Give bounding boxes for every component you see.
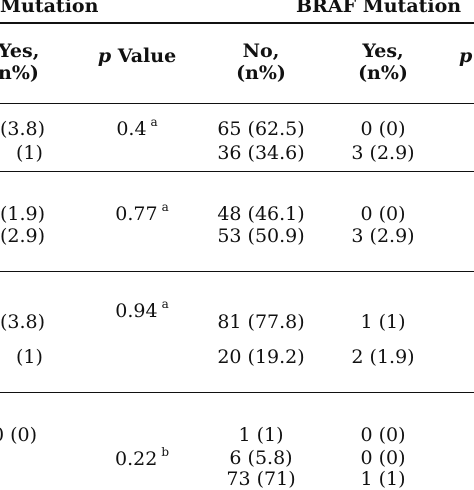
top-rule	[0, 22, 474, 24]
col-header-yes-2: Yes, (n%)	[358, 40, 408, 84]
g4-c3a: 1 (1)	[238, 424, 284, 446]
header-rule	[0, 103, 474, 104]
g3-p-sup: a	[161, 297, 169, 311]
g4-p-value: 0.22 b	[115, 446, 169, 470]
g1-p-value: 0.4 a	[116, 116, 157, 140]
col-header-no: No, (n%)	[236, 40, 286, 84]
g4-c4a: 0 (0)	[360, 424, 406, 446]
col-header-yes-2-line1: Yes,	[362, 40, 404, 62]
col-header-yes-1: Yes, n%)	[0, 40, 39, 84]
col-header-yes-1-line2: n%)	[0, 62, 39, 84]
g3-c1a: (3.8)	[0, 311, 46, 333]
g2-c1a: (1.9)	[0, 203, 46, 225]
g4-c3b: 6 (5.8)	[229, 447, 293, 469]
col-header-yes-2-line2: (n%)	[358, 62, 408, 84]
g3-p: 0.94	[115, 300, 158, 322]
col-header-p-value: p Value	[98, 47, 176, 66]
g2-c1b: (2.9)	[0, 225, 46, 247]
col-header-yes-1-line1: Yes,	[0, 40, 40, 62]
g3-c4a: 1 (1)	[360, 311, 406, 333]
g1-c1a: (3.8)	[0, 118, 46, 140]
g1-c1b: (1)	[16, 142, 43, 164]
g2-c3b: 53 (50.9)	[217, 225, 305, 247]
g3-c1b: (1)	[16, 346, 43, 368]
row-rule-1	[0, 171, 474, 172]
g1-p: 0.4	[116, 118, 147, 140]
g2-p-value: 0.77 a	[115, 201, 168, 225]
g2-p-sup: a	[161, 200, 169, 214]
g4-c4c: 1 (1)	[360, 468, 406, 490]
g2-p: 0.77	[115, 203, 158, 225]
col-header-p-right: p	[459, 45, 473, 67]
g4-c1a: 0 (0)	[0, 424, 38, 446]
g2-c3a: 48 (46.1)	[217, 203, 305, 225]
col-header-no-line2: (n%)	[236, 62, 286, 84]
g3-c3a: 81 (77.8)	[217, 311, 305, 333]
p-italic: p	[97, 45, 112, 67]
group-header-left: Mutation	[0, 0, 99, 17]
row-rule-2	[0, 271, 474, 272]
g3-c3b: 20 (19.2)	[217, 346, 305, 368]
g1-c4b: 3 (2.9)	[351, 142, 415, 164]
row-rule-3	[0, 392, 474, 393]
g1-c3a: 65 (62.5)	[217, 118, 305, 140]
g4-c3c: 73 (71)	[226, 468, 296, 490]
g4-c4b: 0 (0)	[360, 447, 406, 469]
g2-c4a: 0 (0)	[360, 203, 406, 225]
group-header-braf: BRAF Mutation	[296, 0, 462, 17]
g3-p-value: 0.94 a	[115, 298, 168, 322]
g4-p-sup: b	[161, 445, 169, 459]
g1-c3b: 36 (34.6)	[217, 142, 305, 164]
col-header-no-line1: No,	[242, 40, 280, 62]
g4-p: 0.22	[115, 448, 158, 470]
p-value-label: Value	[117, 45, 177, 67]
g1-p-sup: a	[150, 115, 158, 129]
g3-c4b: 2 (1.9)	[351, 346, 415, 368]
g1-c4a: 0 (0)	[360, 118, 406, 140]
g2-c4b: 3 (2.9)	[351, 225, 415, 247]
